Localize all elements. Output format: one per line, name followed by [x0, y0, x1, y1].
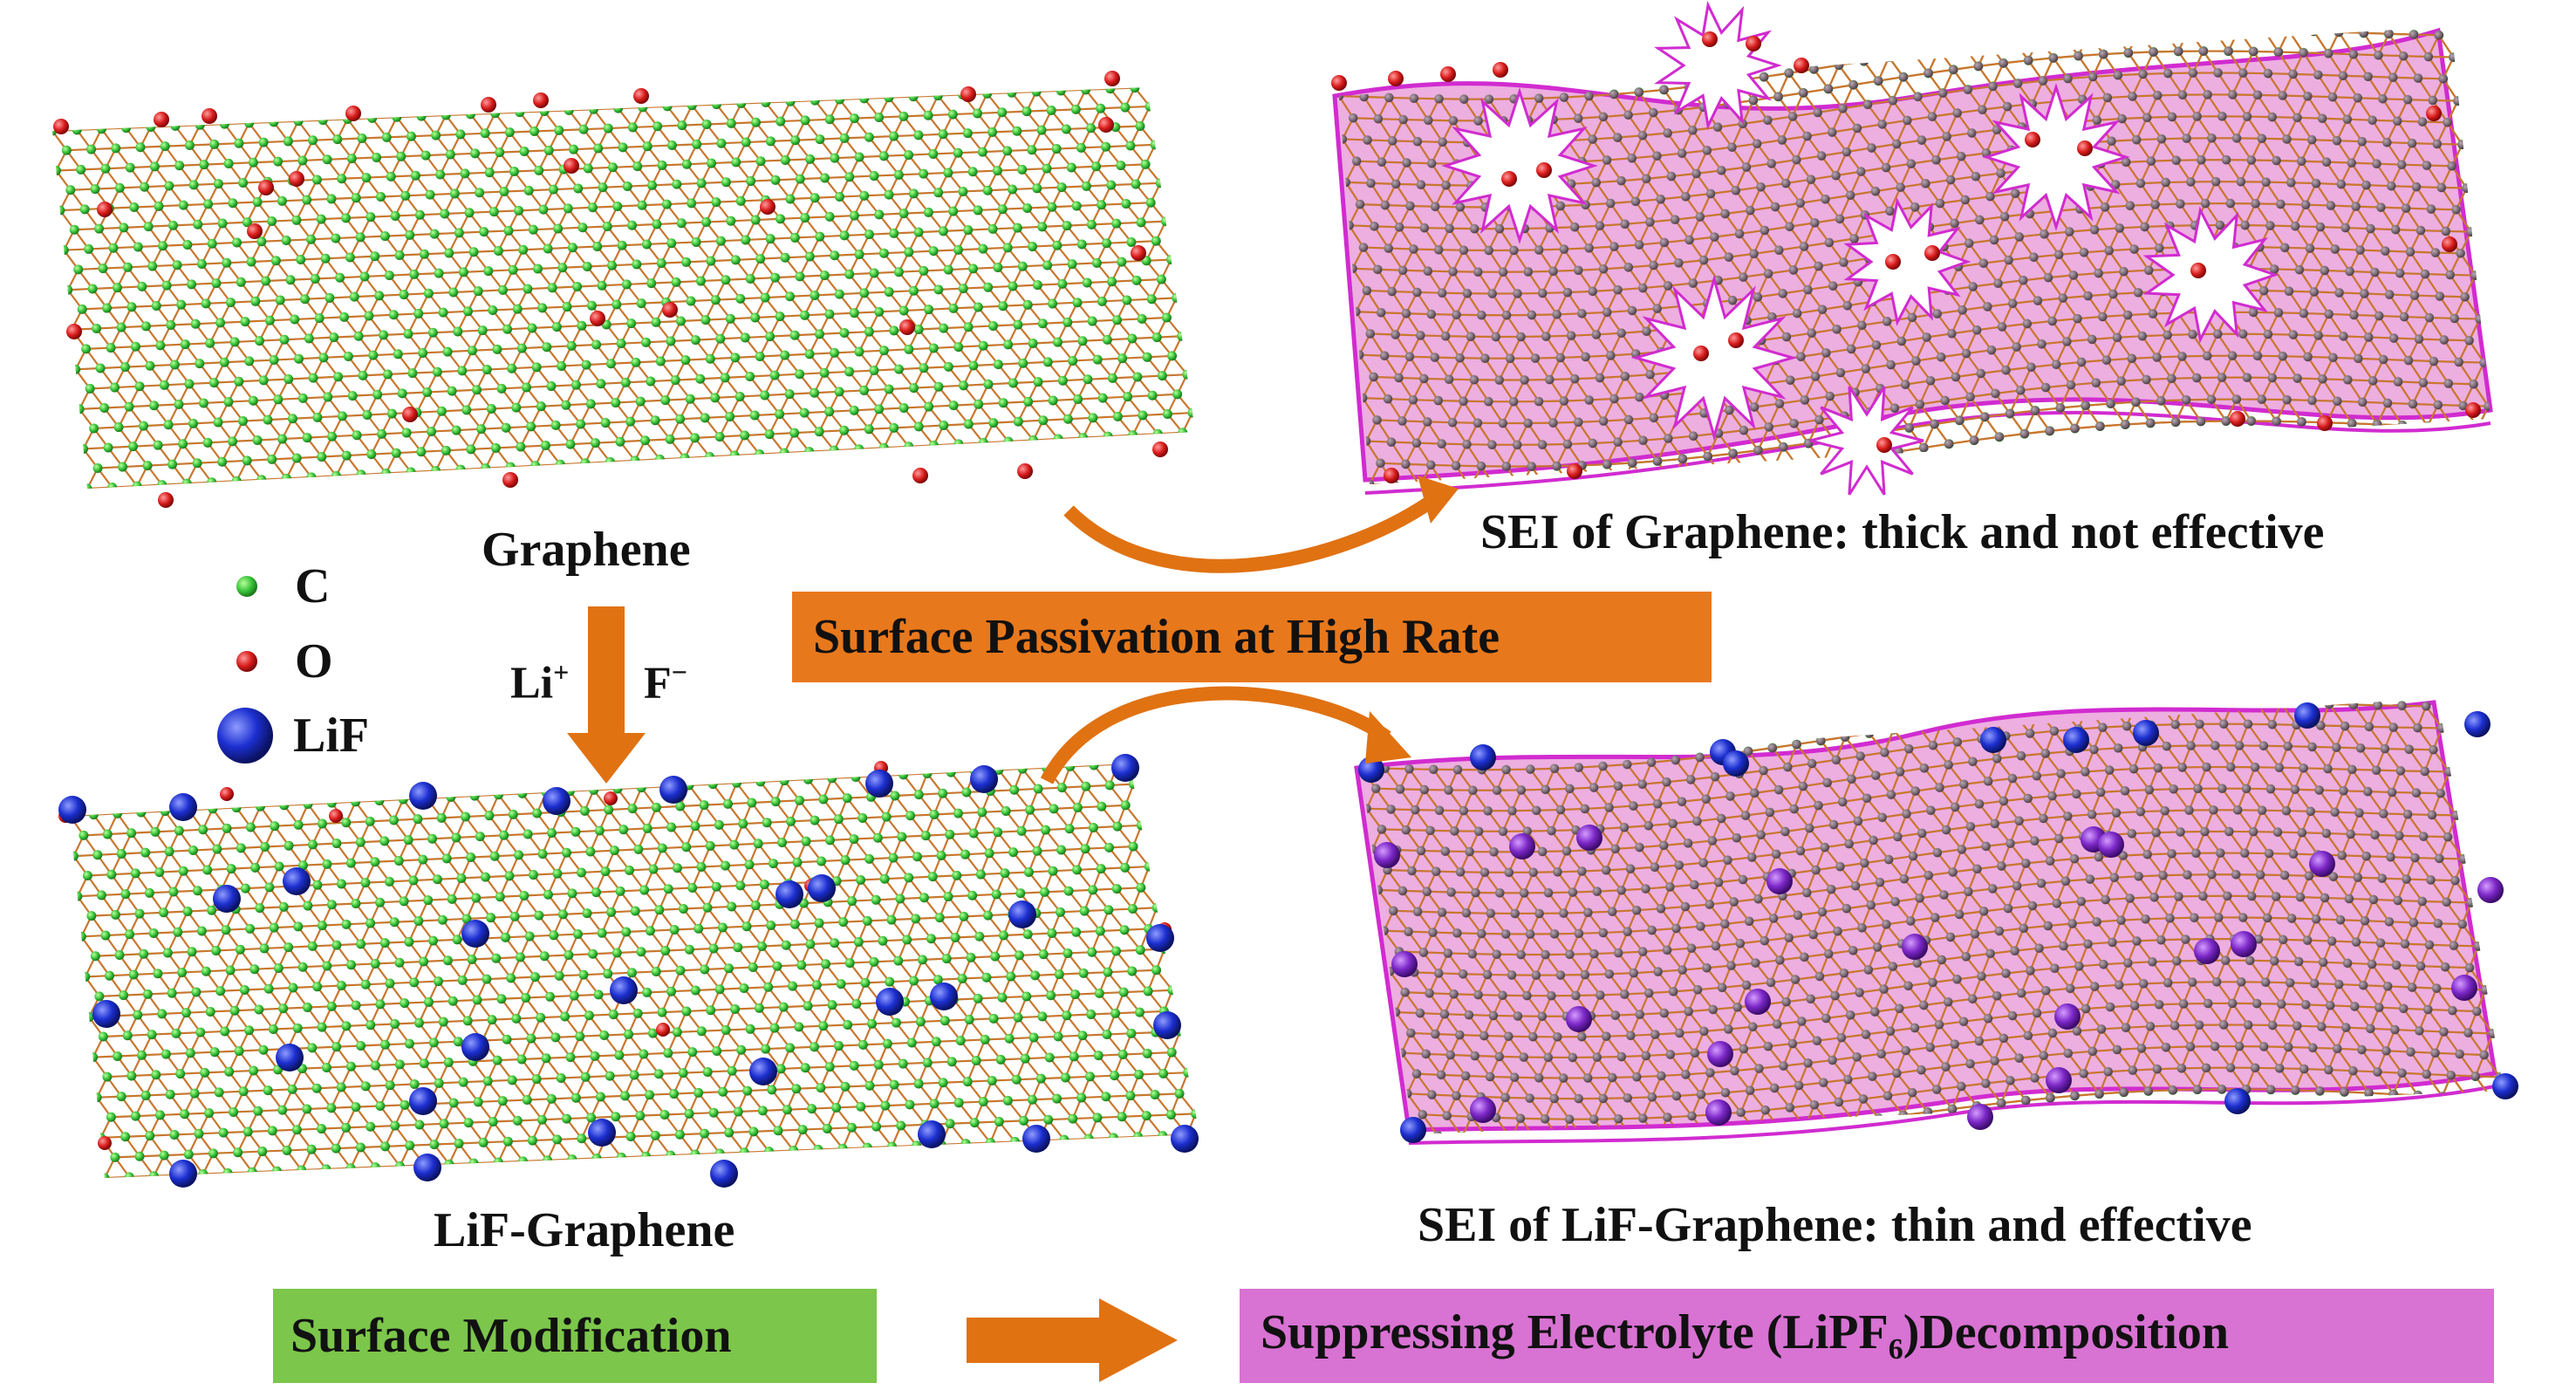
curved-arrow-modification	[1040, 686, 1391, 784]
lif-sphere-icon	[217, 708, 273, 763]
legend-lif: LiF	[215, 705, 369, 766]
suppressing-box-text: Suppressing Electrolyte (LiPF6)Decomposi…	[1261, 1305, 2230, 1366]
modification-box: Surface Modification	[273, 1289, 877, 1383]
lif-graphene-label: LiF-Graphene	[434, 1203, 735, 1257]
lif-graphene-atoms	[58, 754, 1199, 1188]
legend-carbon: C	[234, 558, 330, 614]
sei-lif-caption: SEI of LiF-Graphene: thin and effective	[1418, 1198, 2252, 1252]
li-ion-label: Li+	[510, 656, 570, 709]
sei-graphene-caption: SEI of Graphene: thick and not effective	[1480, 505, 2325, 559]
legend-oxygen-label: O	[295, 634, 333, 688]
curved-arrow-modification-head	[1365, 711, 1411, 763]
suppressing-box: Suppressing Electrolyte (LiPF6)Decomposi…	[1240, 1289, 2494, 1383]
legend-carbon-label: C	[295, 559, 331, 613]
graphene-label: Graphene	[482, 523, 691, 577]
curved-arrow-passivation	[1063, 496, 1435, 573]
sei-lif-atoms	[1358, 702, 2518, 1143]
right-arrow-head	[1099, 1298, 1178, 1382]
sei-lif-film-lower-edge	[1408, 1085, 2496, 1145]
lif-graphene-sheet	[70, 763, 1199, 1178]
sei-defect-starbursts	[1441, 0, 2279, 496]
modification-box-text: Surface Modification	[290, 1309, 732, 1363]
down-arrow-head	[567, 733, 646, 784]
oxygen-sphere-icon	[236, 651, 257, 672]
right-arrow-shaft	[967, 1318, 1102, 1363]
passivation-box: Surface Passivation at High Rate	[792, 592, 1712, 682]
curved-arrow-passivation-head	[1418, 476, 1459, 524]
legend-oxygen: O	[234, 633, 333, 689]
legend-lif-label: LiF	[293, 709, 370, 763]
graphene-oxygen-atoms	[53, 71, 1168, 508]
sei-graphene-oxygen-atoms	[1331, 31, 2481, 483]
carbon-sphere-icon	[236, 576, 257, 597]
passivation-box-text: Surface Passivation at High Rate	[813, 610, 1500, 664]
sei-graphene-lattice	[1339, 26, 2491, 484]
f-ion-label: F−	[644, 656, 687, 709]
down-arrow-shaft	[588, 606, 625, 733]
graphene-sheet	[52, 87, 1195, 489]
